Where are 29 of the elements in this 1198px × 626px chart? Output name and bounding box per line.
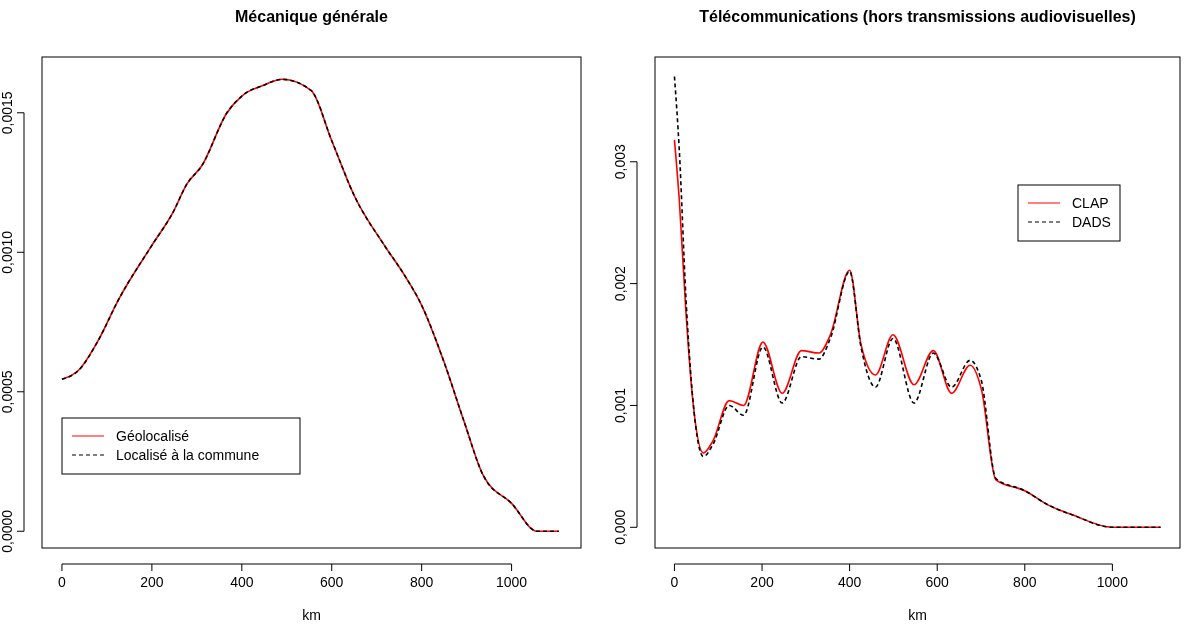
y-tick-label: 0,0000 (0, 509, 15, 553)
x-tick-label: 400 (837, 574, 862, 590)
y-tick-label: 0,0010 (0, 230, 15, 274)
chart-title: Télécommunications (hors transmissions audiovisuelles) (699, 8, 1136, 25)
x-tick-label: 1000 (496, 574, 528, 590)
x-axis-title: km (302, 607, 321, 623)
x-tick-label: 800 (1013, 574, 1037, 590)
x-tick-label: 800 (409, 574, 434, 590)
legend-label: CLAP (1072, 195, 1109, 211)
x-tick-label: 1000 (1096, 574, 1129, 590)
legend-label: Localisé à la commune (116, 447, 260, 463)
legend-label: DADS (1072, 214, 1111, 230)
legend-label: Géolocalisé (116, 428, 190, 444)
y-tick-label: 0,0005 (0, 370, 15, 414)
y-tick-label: 0,000 (612, 509, 628, 545)
chart-title: Mécanique générale (235, 8, 389, 25)
x-tick-label: 200 (750, 574, 774, 590)
x-tick-label: 600 (925, 574, 950, 590)
x-tick-label: 0 (58, 574, 67, 590)
x-tick-label: 400 (230, 574, 254, 590)
y-tick-label: 0,0015 (0, 91, 15, 135)
y-tick-label: 0,003 (612, 144, 628, 180)
x-tick-label: 600 (320, 574, 344, 590)
y-tick-label: 0,001 (612, 387, 628, 423)
x-axis-title: km (908, 607, 927, 623)
x-tick-label: 200 (140, 574, 164, 590)
x-tick-label: 0 (670, 574, 679, 590)
y-tick-label: 0,002 (612, 265, 628, 302)
line-series (61, 78, 560, 533)
